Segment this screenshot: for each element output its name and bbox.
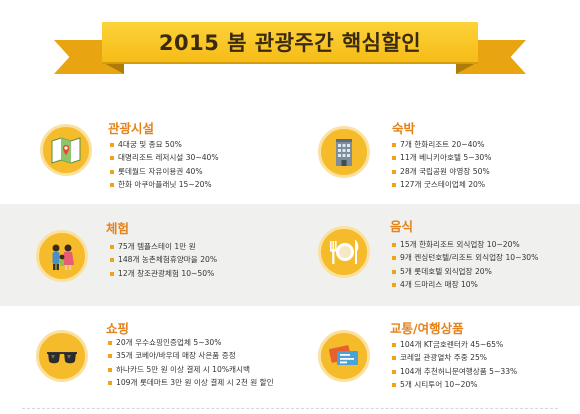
section-title-food: 음식 xyxy=(390,219,414,234)
page-title: 2015 봄 관광주간 핵심할인 xyxy=(158,31,422,55)
list-item: 20개 우수쇼핑인증업체 5~30% xyxy=(108,336,274,349)
list-tourist: 4대궁 및 종묘 50% 대명리조트 레저시설 30~40% 롯데월드 자유이용… xyxy=(110,138,219,192)
list-item: 대명리조트 레저시설 30~40% xyxy=(110,151,219,164)
list-item: 75개 템플스테이 1만 원 xyxy=(110,240,217,253)
list-item: 15개 한화리조트 외식업장 10~20% xyxy=(392,238,538,251)
row-experience-food: 체험 75개 템플스테이 1만 원 148개 농촌체험휴양마을 20% 12개 … xyxy=(0,204,580,306)
list-item: 35개 코베아/바우데 매장 사은품 증정 xyxy=(108,349,274,362)
list-item: 하나카드 5만 원 이상 결제 시 10%캐시백 xyxy=(108,363,274,376)
bottom-divider xyxy=(22,408,558,409)
section-title-tourist: 관광시설 xyxy=(108,121,155,136)
list-item: 28개 국립공원 야영장 50% xyxy=(392,165,491,178)
list-item: 12개 창조관광체험 10~50% xyxy=(110,267,217,280)
list-item: 4대궁 및 종묘 50% xyxy=(110,138,219,151)
list-transport: 104개 KT금호렌터카 45~65% 코레일 관광열차 주중 25% 104개… xyxy=(392,338,517,392)
list-item: 한화 아쿠아플래닛 15~20% xyxy=(110,178,219,191)
list-item: 5개 롯데호텔 외식업장 20% xyxy=(392,265,538,278)
section-title-shopping: 쇼핑 xyxy=(106,321,130,336)
section-title-transport: 교통/여행상품 xyxy=(390,321,464,336)
header-banner: 2015 봄 관광주간 핵심할인 xyxy=(0,0,580,92)
list-item: 7개 한화리조트 20~40% xyxy=(392,138,491,151)
section-title-experience: 체험 xyxy=(106,221,130,236)
list-item: 127개 굿스테이업체 20% xyxy=(392,178,491,191)
list-item: 11개 베니키아호텔 5~30% xyxy=(392,151,491,164)
list-item: 148개 농촌체험휴양마을 20% xyxy=(110,253,217,266)
list-item: 104개 KT금호렌터카 45~65% xyxy=(392,338,517,351)
sunglasses-icon xyxy=(36,330,88,382)
plate-icon xyxy=(318,226,370,278)
list-food: 15개 한화리조트 외식업장 10~20% 9개 켄싱턴호텔/리조트 외식업장 … xyxy=(392,238,538,292)
row-tourist-lodging: 관광시설 4대궁 및 종묘 50% 대명리조트 레저시설 30~40% 롯데월드… xyxy=(0,104,580,197)
row-shopping-transport: 쇼핑 20개 우수쇼핑인증업체 5~30% 35개 코베아/바우데 매장 사은품… xyxy=(0,312,580,414)
list-shopping: 20개 우수쇼핑인증업체 5~30% 35개 코베아/바우데 매장 사은품 증정… xyxy=(108,336,274,390)
family-icon xyxy=(36,230,88,282)
list-experience: 75개 템플스테이 1만 원 148개 농촌체험휴양마을 20% 12개 창조관… xyxy=(110,240,217,280)
list-item: 9개 켄싱턴호텔/리조트 외식업장 10~30% xyxy=(392,251,538,264)
list-item: 5개 시티투어 10~20% xyxy=(392,378,517,391)
list-item: 롯데월드 자유이용권 40% xyxy=(110,165,219,178)
banner-ribbon: 2015 봄 관광주간 핵심할인 xyxy=(102,22,478,62)
map-icon xyxy=(40,124,92,176)
ticket-icon xyxy=(318,330,370,382)
list-item: 109개 롯데마트 3만 원 이상 결제 시 2천 원 할인 xyxy=(108,376,274,389)
list-item: 104개 추천허니문여행상품 5~33% xyxy=(392,365,517,378)
building-icon xyxy=(318,126,370,178)
list-item: 코레일 관광열차 주중 25% xyxy=(392,351,517,364)
section-title-lodging: 숙박 xyxy=(392,121,416,136)
list-lodging: 7개 한화리조트 20~40% 11개 베니키아호텔 5~30% 28개 국립공… xyxy=(392,138,491,192)
list-item: 4개 드마리스 매장 10% xyxy=(392,278,538,291)
